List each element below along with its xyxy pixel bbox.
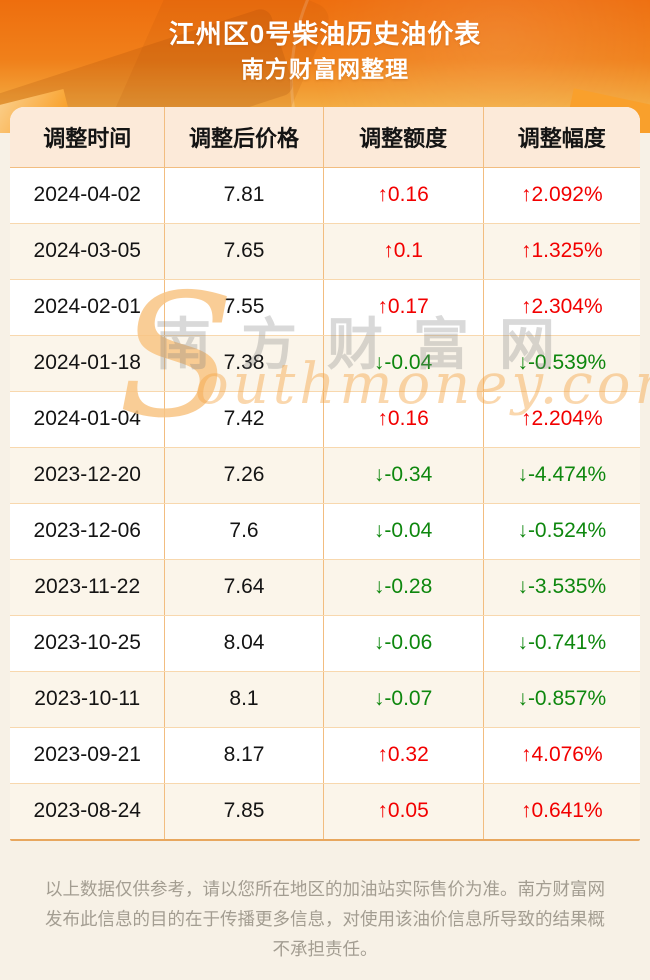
price-table-head: 调整时间 调整后价格 调整额度 调整幅度 [10, 107, 640, 168]
change-cell: ↓-0.04 [323, 335, 484, 392]
price-cell: 7.26 [164, 447, 324, 504]
date-cell: 2023-12-06 [10, 503, 166, 560]
table-row: 2023-10-25 8.04 ↓-0.06 ↓-0.741% [10, 615, 640, 672]
price-cell: 7.65 [164, 223, 324, 280]
price-cell: 8.1 [164, 671, 324, 728]
header-adjust-amount: 调整额度 [323, 107, 484, 168]
change-cell: ↓-0.34 [323, 447, 484, 504]
date-cell: 2023-10-25 [10, 615, 166, 672]
table-row: 2024-04-02 7.81 ↑0.16 ↑2.092% [10, 167, 640, 224]
price-cell: 8.04 [164, 615, 324, 672]
pct-cell: ↓-0.741% [483, 615, 640, 672]
page-title: 江州区0号柴油历史油价表 [168, 19, 482, 49]
table-row: 2023-11-22 7.64 ↓-0.28 ↓-3.535% [10, 559, 640, 616]
change-cell: ↓-0.06 [323, 615, 484, 672]
table-row: 2023-09-21 8.17 ↑0.32 ↑4.076% [10, 727, 640, 784]
change-cell: ↑0.17 [323, 279, 484, 336]
price-table: 调整时间 调整后价格 调整额度 调整幅度 2024-04-02 7.81 ↑0.… [10, 107, 640, 839]
date-cell: 2024-04-02 [10, 167, 166, 224]
date-cell: 2024-01-18 [10, 335, 166, 392]
table-row: 2024-02-01 7.55 ↑0.17 ↑2.304% [10, 279, 640, 336]
table-row: 2023-10-11 8.1 ↓-0.07 ↓-0.857% [10, 671, 640, 728]
pct-cell: ↑2.304% [483, 279, 640, 336]
price-cell: 7.38 [164, 335, 324, 392]
pct-cell: ↑1.325% [483, 223, 640, 280]
change-cell: ↑0.16 [323, 391, 484, 448]
price-cell: 8.17 [164, 727, 324, 784]
pct-cell: ↑2.204% [483, 391, 640, 448]
pct-cell: ↑2.092% [483, 167, 640, 224]
price-cell: 7.42 [164, 391, 324, 448]
date-cell: 2023-10-11 [10, 671, 166, 728]
header-row: 调整时间 调整后价格 调整额度 调整幅度 [10, 107, 640, 168]
pct-cell: ↓-3.535% [483, 559, 640, 616]
change-cell: ↑0.05 [323, 783, 484, 839]
hero-text: 江州区0号柴油历史油价表 南方财富网整理 [0, 0, 650, 87]
table-row: 2023-12-06 7.6 ↓-0.04 ↓-0.524% [10, 503, 640, 560]
change-cell: ↑0.16 [323, 167, 484, 224]
price-table-body: 2024-04-02 7.81 ↑0.16 ↑2.092% 2024-03-05… [10, 167, 640, 839]
date-cell: 2024-01-04 [10, 391, 166, 448]
pct-cell: ↓-0.857% [483, 671, 640, 728]
header-adjust-time: 调整时间 [10, 107, 166, 168]
price-cell: 7.85 [164, 783, 324, 839]
date-cell: 2023-09-21 [10, 727, 166, 784]
pct-cell: ↓-4.474% [483, 447, 640, 504]
header-adjusted-price: 调整后价格 [164, 107, 324, 168]
table-row: 2024-01-18 7.38 ↓-0.04 ↓-0.539% [10, 335, 640, 392]
price-cell: 7.64 [164, 559, 324, 616]
header-adjust-percent: 调整幅度 [483, 107, 640, 168]
date-cell: 2023-08-24 [10, 783, 166, 839]
date-cell: 2023-11-22 [10, 559, 166, 616]
change-cell: ↓-0.04 [323, 503, 484, 560]
date-cell: 2024-02-01 [10, 279, 166, 336]
table-row: 2024-03-05 7.65 ↑0.1 ↑1.325% [10, 223, 640, 280]
change-cell: ↑0.32 [323, 727, 484, 784]
pct-cell: ↓-0.524% [483, 503, 640, 560]
table-row: 2023-12-20 7.26 ↓-0.34 ↓-4.474% [10, 447, 640, 504]
price-cell: 7.55 [164, 279, 324, 336]
date-cell: 2023-12-20 [10, 447, 166, 504]
price-cell: 7.81 [164, 167, 324, 224]
price-cell: 7.6 [164, 503, 324, 560]
change-cell: ↓-0.07 [323, 671, 484, 728]
disclaimer-text: 以上数据仅供参考，请以您所在地区的加油站实际售价为准。南方财富网发布此信息的目的… [45, 879, 605, 959]
table-row: 2024-01-04 7.42 ↑0.16 ↑2.204% [10, 391, 640, 448]
change-cell: ↑0.1 [323, 223, 484, 280]
change-cell: ↓-0.28 [323, 559, 484, 616]
pct-cell: ↑0.641% [483, 783, 640, 839]
pct-cell: ↓-0.539% [483, 335, 640, 392]
date-cell: 2024-03-05 [10, 223, 166, 280]
pct-cell: ↑4.076% [483, 727, 640, 784]
page-subtitle: 南方财富网整理 [241, 56, 409, 82]
table-row: 2023-08-24 7.85 ↑0.05 ↑0.641% [10, 783, 640, 839]
price-table-card: 调整时间 调整后价格 调整额度 调整幅度 2024-04-02 7.81 ↑0.… [10, 107, 640, 841]
